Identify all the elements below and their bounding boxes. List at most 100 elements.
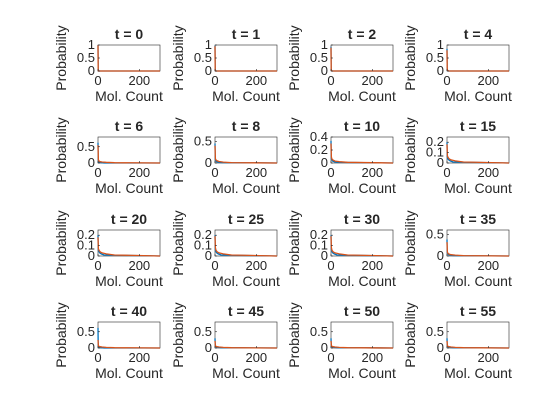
- y-axis-label: Probability: [53, 117, 69, 182]
- series-line-1: [214, 236, 278, 257]
- axes-box: [97, 44, 161, 72]
- axes-box: [446, 44, 510, 72]
- x-tick-label: 200: [128, 165, 150, 180]
- subplot-11: t = 35 0 200 0 0.5 Mol. Count Probability: [402, 210, 512, 289]
- x-tick-label: 200: [361, 350, 383, 365]
- y-axis-label: Probability: [170, 117, 186, 182]
- y-tick-label: 0: [321, 340, 328, 355]
- x-tick-label: 200: [477, 258, 499, 273]
- y-tick-label: 0.5: [194, 50, 212, 65]
- x-tick-label: 0: [94, 165, 101, 180]
- x-tick-label: 200: [477, 73, 499, 88]
- y-tick-label: 0.1: [194, 238, 212, 253]
- subplot-title: t = 4: [464, 26, 493, 42]
- x-tick-label: 0: [211, 258, 218, 273]
- axes-box: [446, 136, 510, 164]
- subplot-title: t = 8: [232, 118, 261, 134]
- x-axis-label: Mol. Count: [444, 365, 512, 381]
- y-tick-label: 0: [205, 340, 212, 355]
- series-line-1: [446, 144, 510, 164]
- y-tick-label: 1: [321, 37, 328, 52]
- x-axis-label: Mol. Count: [212, 180, 280, 196]
- x-axis-label: Mol. Count: [95, 180, 163, 196]
- x-tick-label: 200: [361, 165, 383, 180]
- y-tick-label: 0.5: [77, 50, 95, 65]
- y-axis-label: Probability: [53, 210, 69, 275]
- y-tick-label: 0.5: [194, 133, 212, 148]
- y-axis-label: Probability: [170, 25, 186, 90]
- y-tick-label: 0.5: [426, 226, 444, 241]
- y-tick-label: 0.4: [310, 129, 328, 144]
- x-axis-label: Mol. Count: [328, 180, 396, 196]
- series-line-1: [446, 50, 509, 72]
- y-tick-label: 0.1: [310, 238, 328, 253]
- axes-box: [446, 321, 510, 349]
- x-axis-label: Mol. Count: [95, 365, 163, 381]
- x-tick-label: 0: [443, 258, 450, 273]
- y-tick-label: 0: [88, 340, 95, 355]
- x-tick-label: 200: [477, 350, 499, 365]
- y-tick-label: 0: [88, 248, 95, 263]
- axes-box: [97, 229, 161, 257]
- axes-box: [97, 136, 161, 164]
- axes-box: [214, 321, 278, 349]
- y-tick-label: 0.5: [194, 324, 212, 339]
- x-tick-label: 200: [245, 258, 267, 273]
- subplot-title: t = 55: [460, 303, 496, 319]
- series-line-1: [330, 143, 394, 164]
- series-line-1: [446, 242, 510, 257]
- subplot-title: t = 1: [232, 26, 261, 42]
- y-axis-label: Probability: [286, 210, 302, 275]
- x-tick-label: 0: [327, 73, 334, 88]
- subplot-title: t = 0: [115, 26, 144, 42]
- y-tick-label: 0.5: [77, 139, 95, 154]
- y-tick-label: 0: [321, 248, 328, 263]
- y-tick-label: 0.5: [426, 324, 444, 339]
- y-axis-label: Probability: [402, 117, 418, 182]
- axes-box: [330, 136, 394, 164]
- x-axis-label: Mol. Count: [444, 180, 512, 196]
- series-line-1: [214, 145, 278, 164]
- x-axis-label: Mol. Count: [212, 365, 280, 381]
- y-axis-label: Probability: [286, 302, 302, 367]
- x-tick-label: 0: [94, 73, 101, 88]
- axes-box: [330, 229, 394, 257]
- series-line-1: [330, 340, 394, 349]
- y-tick-label: 0: [205, 248, 212, 263]
- y-tick-label: 0.5: [310, 324, 328, 339]
- subplot-title: t = 40: [111, 303, 147, 319]
- subplot-title: t = 6: [115, 118, 144, 134]
- axes-box: [446, 229, 510, 257]
- y-axis-label: Probability: [53, 302, 69, 367]
- y-tick-label: 0: [321, 155, 328, 170]
- subplot-5: t = 8 0 200 0 0.5 Mol. Count Probability: [170, 117, 280, 196]
- y-axis-label: Probability: [170, 302, 186, 367]
- y-axis-label: Probability: [402, 210, 418, 275]
- x-tick-label: 200: [245, 73, 267, 88]
- y-axis-label: Probability: [286, 117, 302, 182]
- y-tick-label: 1: [88, 37, 95, 52]
- y-tick-label: 0.5: [77, 324, 95, 339]
- series-line-1: [97, 145, 161, 164]
- y-tick-label: 0: [437, 63, 444, 78]
- y-axis-label: Probability: [402, 302, 418, 367]
- x-tick-label: 0: [443, 350, 450, 365]
- y-tick-label: 0: [205, 155, 212, 170]
- subplot-title: t = 45: [228, 303, 264, 319]
- x-tick-label: 200: [361, 73, 383, 88]
- y-axis-label: Probability: [170, 210, 186, 275]
- x-tick-label: 0: [327, 258, 334, 273]
- series-line-1: [97, 339, 161, 349]
- subplot-title: t = 2: [348, 26, 377, 42]
- y-tick-label: 0.2: [310, 227, 328, 242]
- y-tick-label: 0: [437, 155, 444, 170]
- axes-box: [214, 136, 278, 164]
